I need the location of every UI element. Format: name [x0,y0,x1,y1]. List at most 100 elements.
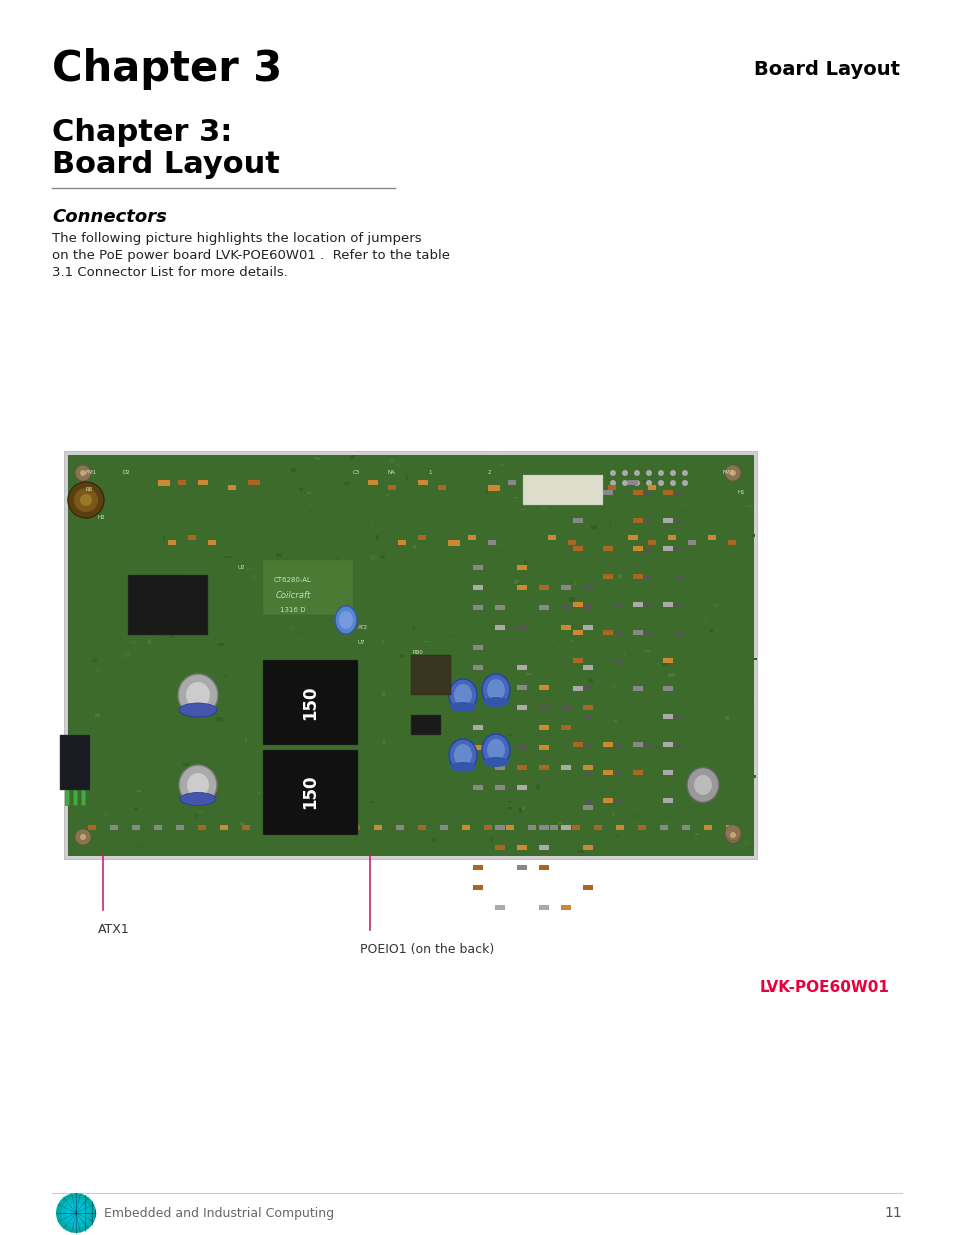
Ellipse shape [179,764,216,805]
Bar [675,743,680,748]
Bar [527,485,536,490]
Bar [81,790,85,805]
Bar [345,719,351,724]
Bar [528,593,533,595]
Circle shape [724,466,740,480]
Bar [495,905,504,910]
Bar [517,585,526,590]
Bar [448,636,453,638]
Bar [602,630,613,635]
Bar [538,685,548,690]
Bar [217,643,224,646]
Bar [662,601,672,606]
Bar [298,488,303,490]
Text: ATX1: ATX1 [98,923,130,936]
Bar [644,548,650,552]
Bar [724,716,729,720]
Bar [560,585,571,590]
Bar [582,685,593,690]
Bar [168,540,175,545]
Circle shape [645,471,651,475]
Bar [750,534,755,537]
Bar [307,492,311,494]
Circle shape [645,480,651,487]
Bar [495,764,504,769]
Bar [633,574,642,579]
Bar [473,585,482,590]
Bar [604,781,610,785]
Bar [498,463,504,467]
Bar [155,466,161,468]
Circle shape [80,471,86,475]
Text: 150: 150 [301,685,319,720]
Bar [245,739,247,742]
Bar [681,825,689,830]
Bar [525,673,532,676]
Bar [280,562,285,563]
Bar [406,475,408,480]
Bar [439,825,448,830]
Bar [662,769,672,776]
Bar [517,864,526,869]
Bar [538,605,548,610]
Bar [370,556,376,559]
Bar [275,553,281,557]
Bar [656,746,657,748]
Bar [662,517,672,522]
Bar [679,509,684,513]
Bar [133,809,138,810]
Bar [252,576,256,579]
Bar [513,477,514,479]
Bar [573,546,582,551]
Bar [574,689,577,692]
Bar [129,851,133,855]
Bar [314,457,319,461]
Bar [263,750,357,835]
Bar [633,630,642,635]
Circle shape [658,471,663,475]
Bar [675,604,680,608]
Bar [560,764,571,769]
Bar [308,718,311,720]
Bar [628,601,629,604]
Bar [309,760,313,761]
Ellipse shape [335,606,356,634]
Bar [341,778,346,783]
Bar [573,630,582,635]
Ellipse shape [187,773,209,797]
Bar [644,520,650,524]
Bar [132,543,134,546]
Bar [158,480,170,487]
Bar [264,825,272,830]
Bar [641,479,645,483]
Bar [461,825,470,830]
Text: Chapter 3:: Chapter 3: [52,119,233,147]
Bar [328,735,332,737]
Circle shape [669,471,676,475]
Bar [556,826,559,830]
Bar [517,583,523,588]
Bar [616,825,623,830]
Bar [582,585,593,590]
Bar [154,631,159,635]
Bar [538,864,548,869]
Bar [538,764,548,769]
Bar [413,546,416,550]
Ellipse shape [482,757,509,767]
Bar [215,590,216,592]
Bar [104,813,109,818]
Bar [633,546,642,551]
Bar [667,673,675,677]
Bar [368,480,377,485]
Bar [216,718,222,722]
Bar [411,655,451,695]
Ellipse shape [454,684,472,706]
Bar [294,638,300,641]
Bar [615,743,620,748]
Text: Chapter 3: Chapter 3 [52,48,282,90]
Bar [550,825,558,830]
Bar [520,509,526,510]
Circle shape [66,1203,86,1223]
Text: Connectors: Connectors [52,207,167,226]
Bar [175,825,184,830]
